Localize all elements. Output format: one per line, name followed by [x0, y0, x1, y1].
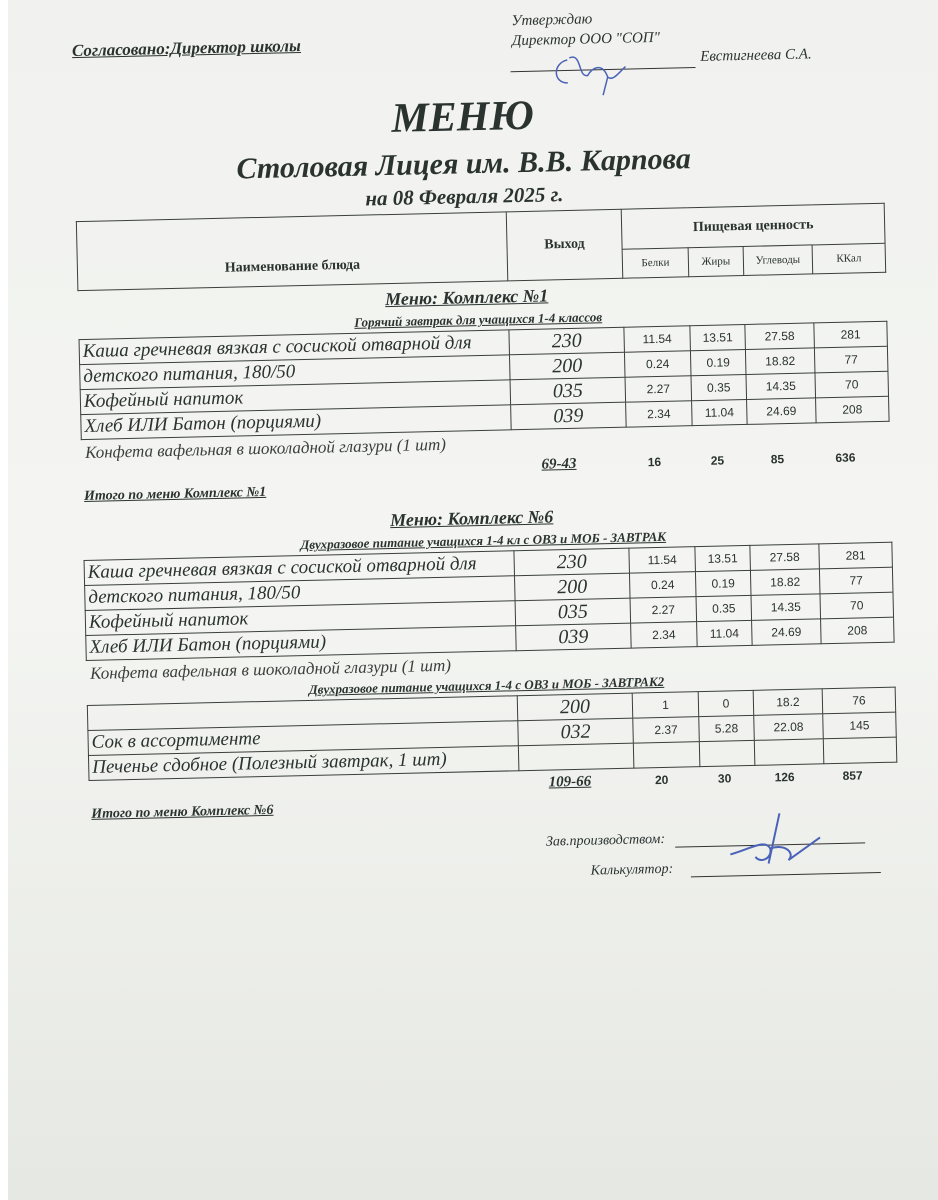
dish-output: 200: [517, 693, 633, 721]
dish-protein: 2.37: [632, 716, 700, 744]
dish-carbs: 27.58: [749, 543, 820, 571]
dish-protein: 0.24: [624, 350, 692, 378]
total-price: 69-43: [541, 455, 577, 473]
document-content: Согласовано:Директор школы Утверждаю Дир…: [71, 8, 898, 879]
dish-carbs: 14.35: [745, 372, 816, 400]
dish-kcal: 77: [819, 567, 893, 594]
total-carbs: 126: [774, 769, 795, 785]
dish-carbs: 24.69: [746, 397, 817, 425]
dish-output: 039: [515, 623, 632, 651]
dish-protein: 2.34: [625, 400, 693, 428]
calculator-label: Калькулятор:: [590, 861, 674, 879]
director-signature: [555, 56, 626, 96]
header-dish: Наименование блюда: [76, 211, 508, 291]
header-output: Выход: [506, 209, 623, 281]
overflow-dish-name: Конфета вафельная в шоколадной глазури (…: [84, 434, 447, 462]
total-kcal: 857: [842, 768, 863, 783]
dish-carbs: 24.69: [751, 618, 822, 646]
dish-kcal: 70: [819, 592, 894, 619]
dish-fat: 5.28: [698, 715, 755, 742]
dish-kcal: [823, 737, 897, 764]
dish-fat: 0.19: [695, 570, 752, 597]
total-price: 109-66: [548, 773, 592, 791]
total-fat: 30: [717, 771, 732, 786]
page-edge: [0, 0, 8, 1200]
dish-fat: 0.19: [690, 349, 746, 376]
dish-kcal: 76: [822, 687, 896, 714]
approver-name: Евстигнеева С.А.: [700, 46, 812, 65]
total-label: Итого по меню Комплекс №1: [83, 484, 267, 505]
dish-fat: [699, 740, 755, 767]
dish-kcal: 145: [822, 712, 897, 739]
dish-carbs: 18.82: [750, 568, 820, 596]
header-kcal: ККал: [812, 243, 886, 274]
dish-protein: 0.24: [629, 571, 697, 599]
approval-block: Утверждаю Директор ООО "СОП": [511, 8, 660, 51]
dish-output: [518, 743, 634, 771]
dish-fat: 0.35: [696, 595, 752, 622]
dish-protein: 2.34: [630, 621, 698, 649]
total-kcal: 636: [835, 450, 856, 465]
menu-table: 200 1 0 18.2 76 Сок в ассортименте 032 2.37 5.28…: [87, 687, 898, 781]
dish-protein: 11.54: [628, 546, 696, 574]
total-label: Итого по меню Комплекс №6: [91, 802, 274, 822]
dish-fat: 13.51: [694, 545, 751, 572]
header-fat: Жиры: [688, 246, 744, 277]
header-carbs: Углеводы: [743, 245, 813, 276]
dish-protein: [633, 741, 700, 769]
production-head-label: Зав.производством:: [545, 831, 666, 850]
dish-carbs: 22.08: [753, 713, 824, 741]
dish-carbs: 14.35: [751, 593, 821, 621]
agreed-label: Согласовано:Директор школы: [71, 35, 302, 61]
dish-output: 035: [510, 377, 626, 405]
total-fat: 25: [710, 453, 725, 468]
dish-carbs: 18.82: [745, 347, 815, 375]
dish-kcal: 208: [820, 617, 895, 644]
dish-kcal: 281: [813, 321, 888, 348]
dish-protein: 2.27: [625, 375, 692, 403]
dish-output: 230: [513, 548, 630, 576]
table-header: Наименование блюда Выход Пищевая ценност…: [76, 203, 886, 291]
dish-protein: 11.54: [623, 325, 691, 353]
total-carbs: 85: [770, 452, 785, 467]
dish-kcal: 70: [814, 371, 889, 398]
dish-carbs: 27.58: [744, 322, 815, 350]
dish-fat: 11.04: [696, 620, 753, 647]
menu-table: Каша гречневая вязкая с сосиской отварно…: [84, 542, 895, 661]
dish-kcal: 281: [818, 542, 893, 569]
menu-table: Каша гречневая вязкая с сосиской отварно…: [79, 321, 890, 440]
production-head-signature: [730, 813, 821, 864]
header-protein: Белки: [622, 247, 689, 279]
dish-output: 230: [508, 327, 625, 355]
dish-kcal: 77: [814, 346, 888, 373]
dish-carbs: [754, 738, 824, 766]
dish-protein: 1: [632, 691, 699, 719]
total-protein: 16: [647, 454, 662, 470]
dish-protein: 2.27: [630, 596, 697, 624]
dish-output: 039: [510, 402, 627, 430]
dish-fat: 11.04: [691, 399, 748, 426]
total-protein: 20: [654, 772, 669, 788]
header-nutrition: Пищевая ценность: [621, 203, 886, 250]
dish-output: 032: [517, 718, 634, 746]
dish-fat: 0.35: [691, 374, 747, 401]
dish-output: 200: [514, 573, 631, 601]
dish-kcal: 208: [815, 396, 890, 423]
dish-output: 035: [515, 598, 631, 626]
dish-fat: 13.51: [689, 324, 746, 351]
dish-output: 200: [509, 352, 626, 380]
dish-fat: 0: [698, 690, 754, 717]
dish-carbs: 18.2: [753, 688, 823, 716]
